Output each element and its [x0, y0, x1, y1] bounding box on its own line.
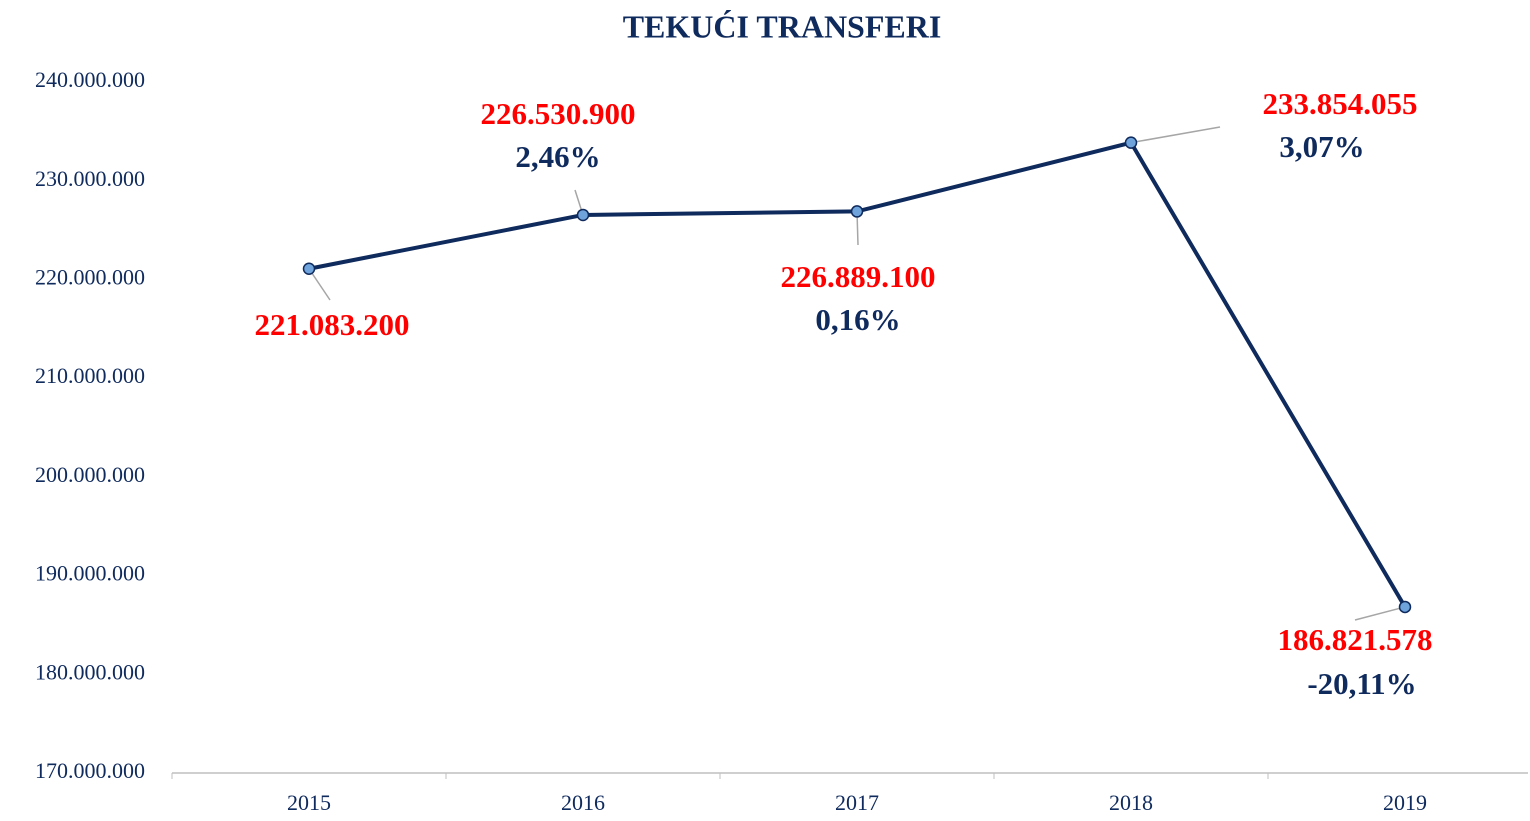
leader-line — [1354, 606, 1406, 621]
y-tick-label: 240.000.000 — [35, 67, 145, 92]
change-label: -20,11% — [1307, 666, 1416, 701]
x-tick-label: 2017 — [835, 790, 879, 815]
x-tick-label: 2019 — [1383, 790, 1427, 815]
value-label: 221.083.200 — [255, 307, 410, 342]
y-tick-label: 180.000.000 — [35, 659, 145, 684]
value-label: 233.854.055 — [1263, 86, 1418, 121]
marker — [850, 205, 864, 218]
leader-line — [1130, 126, 1221, 144]
y-tick-label: 170.000.000 — [35, 758, 145, 783]
x-tick-label: 2018 — [1109, 790, 1153, 815]
y-tick-label: 200.000.000 — [35, 462, 145, 487]
marker — [1124, 136, 1138, 149]
y-tick-label: 210.000.000 — [35, 363, 145, 388]
marker — [302, 262, 316, 275]
y-tick-label: 190.000.000 — [35, 561, 145, 586]
leader-line — [308, 268, 331, 301]
chart-title: TEKUĆI TRANSFERI — [623, 8, 942, 44]
marker — [576, 208, 590, 222]
value-label: 186.821.578 — [1278, 622, 1433, 657]
y-tick-label: 230.000.000 — [35, 166, 145, 191]
change-label: 0,16% — [815, 302, 900, 337]
change-label: 2,46% — [515, 139, 600, 174]
y-tick-label: 220.000.000 — [35, 264, 145, 289]
value-label: 226.530.900 — [481, 96, 636, 131]
marker — [1398, 600, 1412, 614]
change-label: 3,07% — [1279, 129, 1364, 164]
x-tick-label: 2016 — [561, 790, 605, 815]
value-label: 226.889.100 — [781, 259, 936, 294]
x-tick-label: 2015 — [287, 790, 331, 815]
